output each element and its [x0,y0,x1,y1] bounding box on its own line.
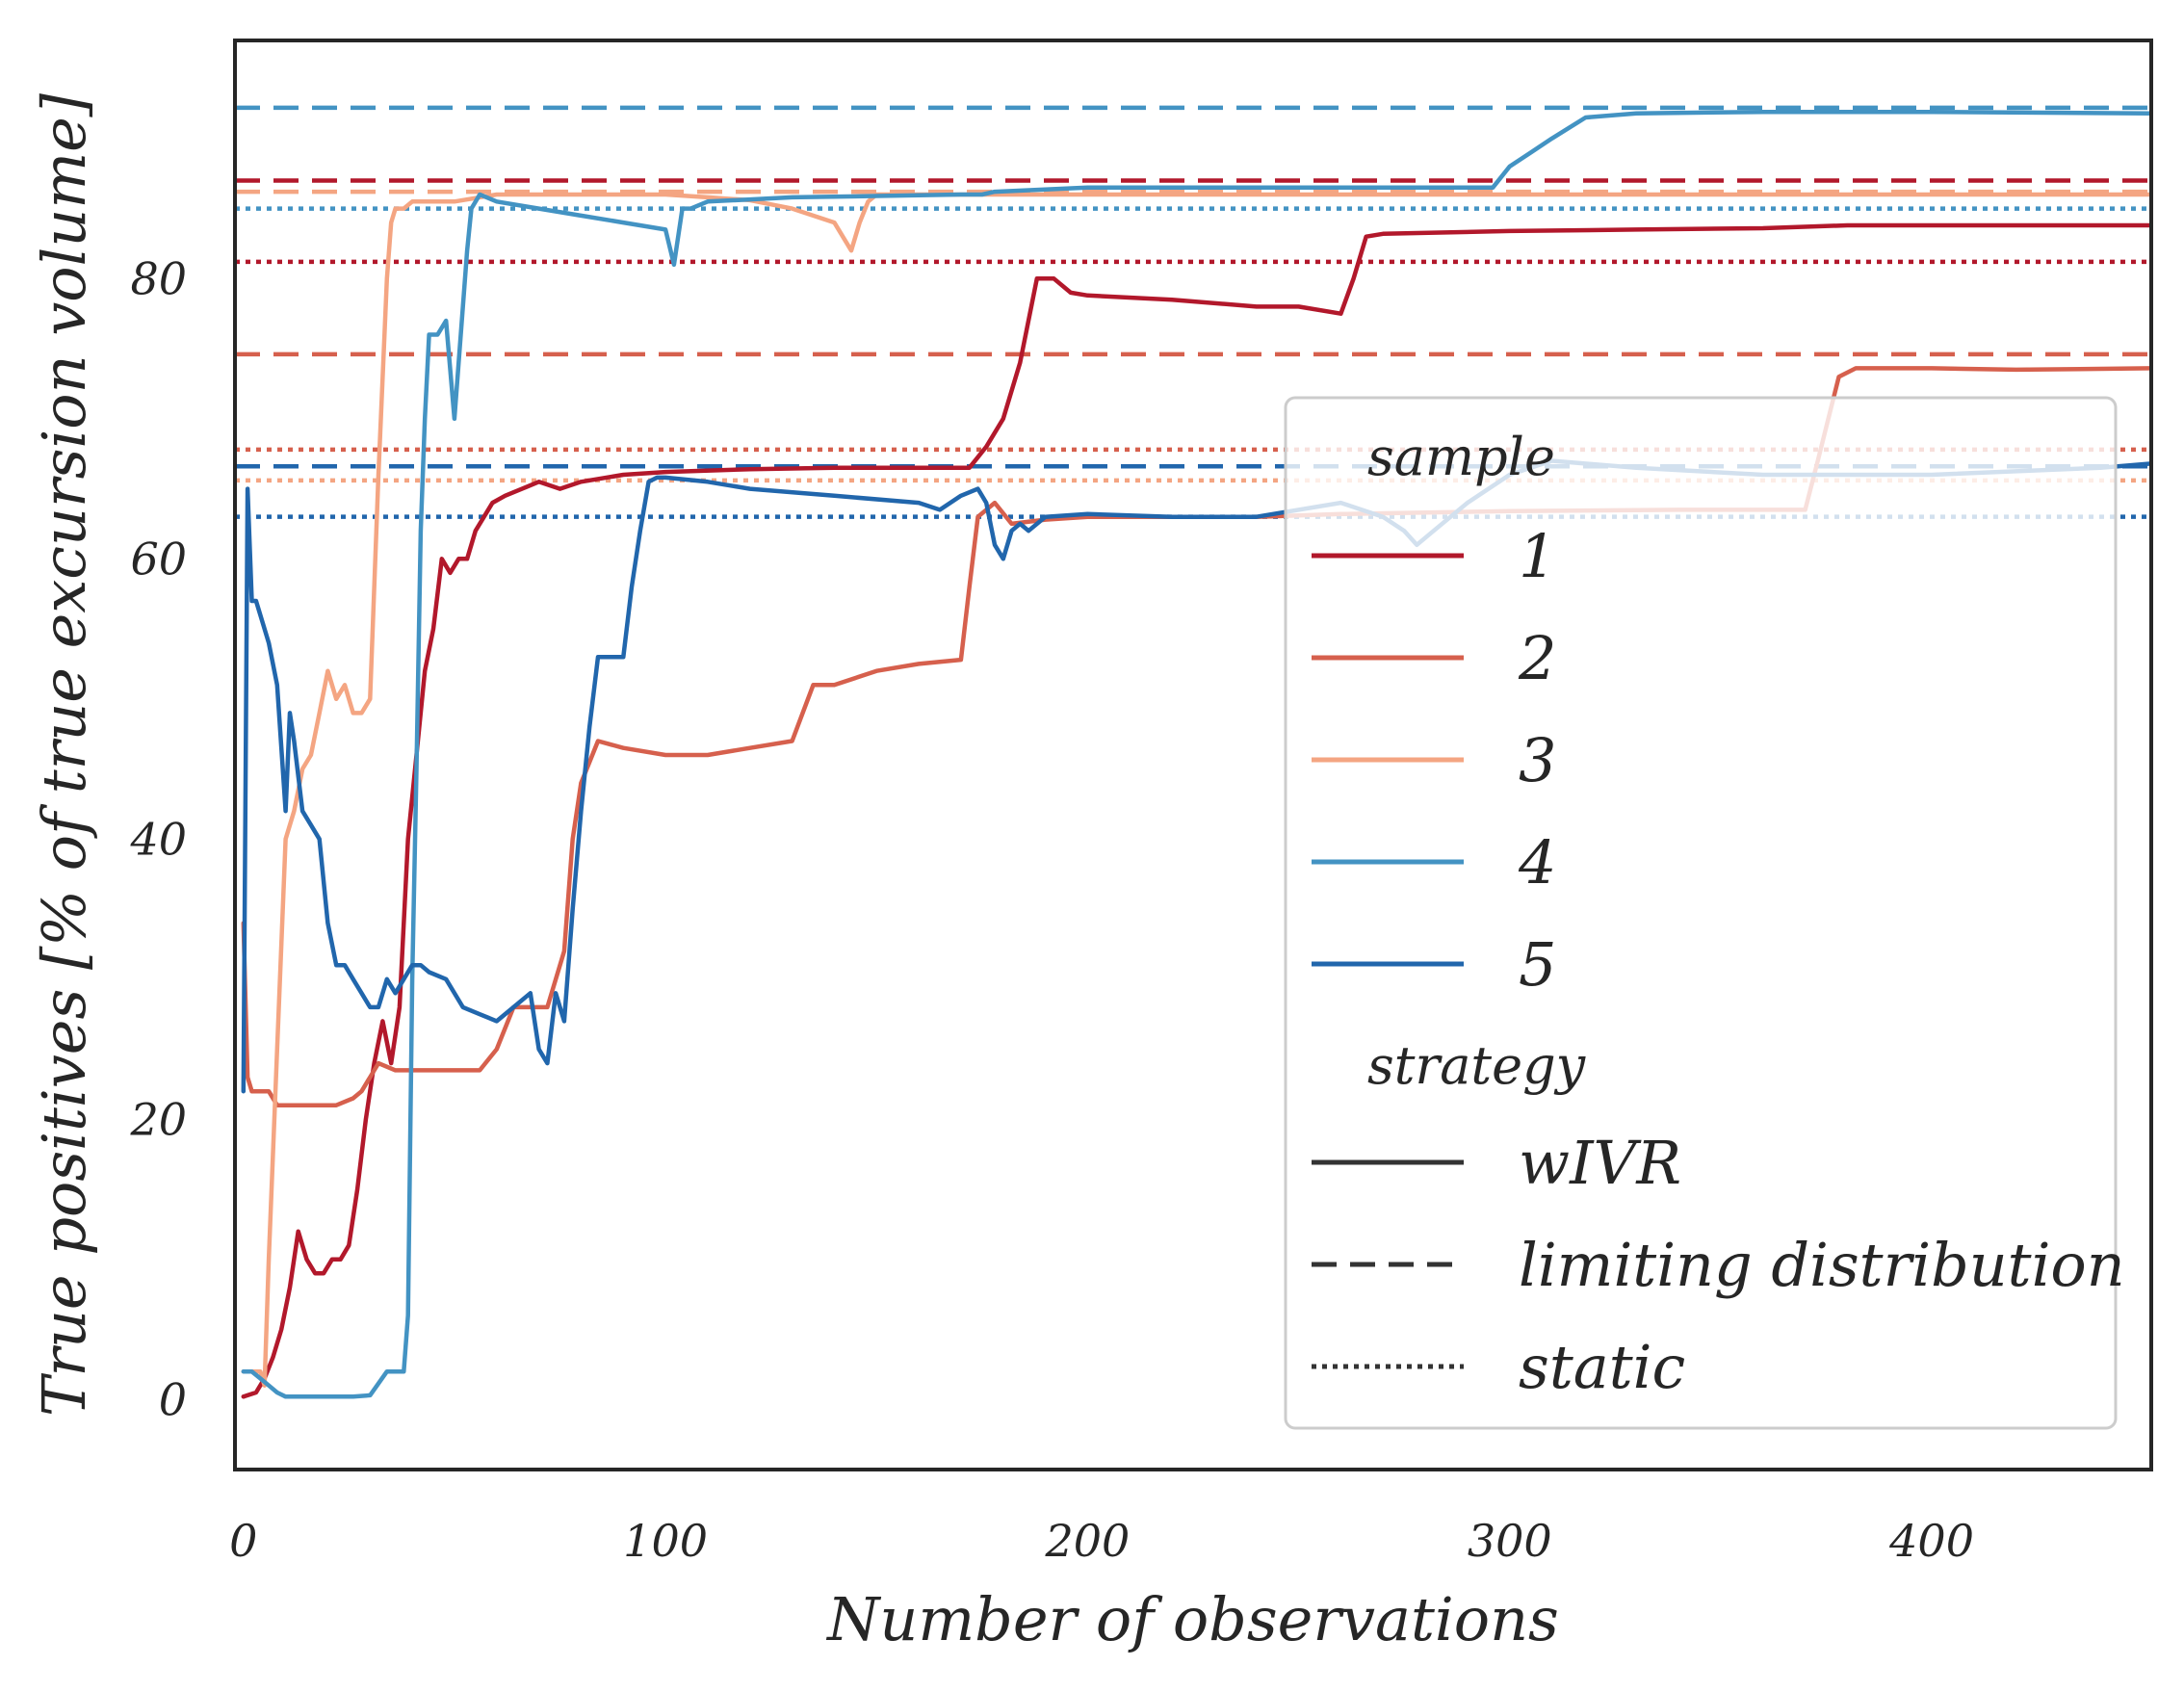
x-tick-label: 200 [1045,1515,1131,1567]
legend-label-wIVR: wIVR [1519,1128,1681,1198]
series-line-sample-5 [241,458,2151,1094]
y-tick-label: 40 [129,813,187,865]
series-lines [241,109,2151,1399]
legend-title-strategy: strategy [1367,1035,1587,1096]
legend-label-limiting-distribution: limiting distribution [1519,1230,2125,1300]
y-tick-labels: 0 20 40 60 80 [129,252,187,1425]
legend-strategy-entries: wIVR limiting distribution static [1312,1128,2125,1402]
legend-label-sample-1: 1 [1519,521,1556,591]
series-line-sample-1 [241,222,2151,1399]
series-line-sample-4 [241,109,2151,1399]
legend-box [1284,396,2118,1430]
x-tick-label: 0 [229,1515,257,1567]
legend-sample-entries: 1 2 3 4 5 [1312,521,1556,1000]
x-axis-label: Number of observations [825,1584,1559,1654]
y-tick-label: 80 [130,252,187,304]
legend-label-sample-5: 5 [1519,929,1556,1000]
plot-frame [233,39,2153,1471]
y-tick-label: 60 [130,533,187,585]
legend-label-sample-4: 4 [1518,827,1556,898]
x-tick-label: 300 [1468,1515,1552,1567]
x-tick-label: 400 [1888,1515,1974,1567]
x-tick-labels: 0 100 200 300 400 [229,1515,1974,1567]
y-tick-label: 0 [159,1373,187,1425]
legend-label-sample-2: 2 [1518,623,1556,693]
legend-label-sample-3: 3 [1519,725,1556,795]
y-axis-label: True positives [% of true excursion volu… [29,92,99,1417]
legend-label-static: static [1519,1332,1685,1402]
legend-title-sample: sample [1367,427,1555,487]
x-tick-label: 100 [623,1515,708,1567]
y-tick-label: 20 [129,1093,187,1145]
legend: sample 1 2 3 4 5 strategy wIVR limiting distr… [1284,396,2125,1430]
